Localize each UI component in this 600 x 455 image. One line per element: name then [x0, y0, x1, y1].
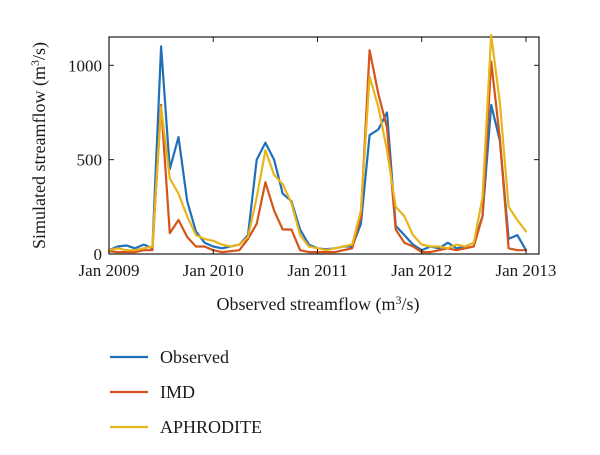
y-tick-label: 1000 [68, 56, 102, 75]
x-tick-label: Jan 2010 [183, 261, 244, 280]
legend-label-observed: Observed [160, 347, 229, 367]
series-line-aphrodite [107, 33, 528, 252]
series-line-imd [107, 49, 528, 254]
x-tick-label: Jan 2013 [496, 261, 557, 280]
series-line-observed [107, 45, 528, 252]
series-layer [107, 33, 528, 254]
y-tick-label: 500 [77, 151, 103, 170]
y-tick-label: 0 [94, 245, 103, 264]
x-tick-label: Jan 2012 [391, 261, 452, 280]
y-axis-label: Simulated streamflow (m3/s) [28, 42, 50, 249]
legend: Observed IMD APHRODITE [110, 347, 262, 437]
tick-layer: 0 500 1000 Jan 2009 Jan 2010 Jan 2011 Jan 2012… [68, 37, 556, 280]
x-tick-label: Jan 2009 [79, 261, 140, 280]
legend-label-aphrodite: APHRODITE [160, 417, 262, 437]
x-axis-label: Observed streamflow (m3/s) [217, 293, 420, 315]
plot-frame [108, 36, 540, 255]
x-tick-label: Jan 2011 [287, 261, 347, 280]
legend-label-imd: IMD [160, 382, 195, 402]
plot-area [108, 36, 540, 255]
